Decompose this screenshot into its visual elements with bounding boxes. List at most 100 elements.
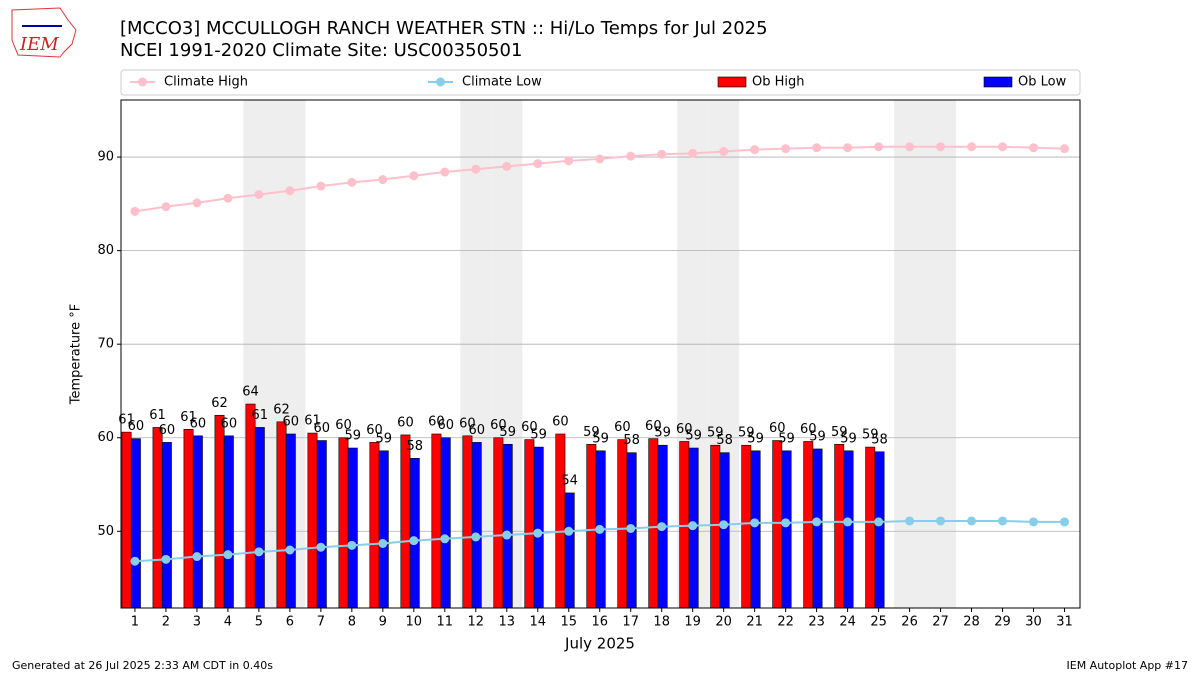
bar: [378, 450, 389, 609]
point: [130, 206, 140, 216]
data-label: 59: [840, 431, 857, 446]
plot-frame: [120, 99, 1081, 609]
bar: [152, 427, 163, 609]
y-tick-label: 80: [97, 243, 114, 258]
bar: [617, 439, 628, 609]
point: [471, 532, 481, 542]
point: [223, 193, 233, 203]
data-label: 60: [159, 423, 176, 438]
bar: [316, 440, 327, 609]
point: [161, 202, 171, 212]
x-tick-label: 31: [1056, 615, 1073, 630]
data-label: 60: [428, 414, 445, 429]
point: [285, 545, 295, 555]
bar: [865, 446, 876, 609]
x-tick-label: 9: [379, 615, 387, 630]
bar: [223, 435, 234, 609]
bar: [409, 458, 420, 609]
data-label: 60: [437, 418, 454, 433]
point: [347, 540, 357, 550]
point: [998, 142, 1008, 152]
logo-outline: [11, 7, 77, 58]
x-tick-label: 21: [746, 615, 763, 630]
point: [564, 526, 574, 536]
point: [812, 143, 822, 153]
x-tick-label: 25: [870, 615, 887, 630]
data-label: 60: [645, 419, 662, 434]
data-label: 60: [366, 423, 383, 438]
x-tick-label: 19: [684, 615, 701, 630]
point: [378, 175, 388, 185]
x-tick-label: 15: [560, 615, 577, 630]
data-label: 62: [211, 396, 228, 411]
legend-label: Climate Low: [462, 75, 542, 90]
x-tick-label: 4: [224, 615, 232, 630]
point: [936, 516, 946, 526]
x-tick-label: 28: [963, 615, 980, 630]
logo-text: IEM: [19, 34, 59, 55]
data-label: 59: [499, 425, 516, 440]
legend-box: [120, 69, 1081, 96]
y-tick-label: 50: [97, 524, 114, 539]
x-tick-label: 27: [932, 615, 949, 630]
data-label: 60: [468, 423, 485, 438]
point: [1029, 517, 1039, 527]
x-tick-label: 13: [498, 615, 515, 630]
data-label: 59: [738, 426, 755, 441]
x-tick-label: 20: [715, 615, 732, 630]
x-tick-label: 12: [468, 615, 485, 630]
point: [471, 164, 481, 174]
y-tick-label: 90: [97, 150, 114, 165]
data-label: 59: [344, 429, 361, 444]
data-label: 60: [314, 421, 331, 436]
point: [378, 538, 388, 548]
point: [626, 151, 636, 161]
data-label: 59: [583, 425, 600, 440]
point: [874, 517, 884, 527]
weekend-band: [925, 100, 957, 608]
bar: [502, 443, 513, 609]
x-tick-label: 2: [162, 615, 170, 630]
bar: [192, 435, 203, 609]
footer-left: Generated at 26 Jul 2025 2:33 AM CDT in …: [12, 659, 273, 672]
point: [967, 142, 977, 152]
legend-swatch: [436, 77, 445, 87]
x-tick-label: 26: [901, 615, 918, 630]
data-label: 59: [592, 431, 609, 446]
x-tick-label: 18: [653, 615, 670, 630]
bar: [307, 432, 318, 609]
x-tick-label: 17: [622, 615, 639, 630]
data-label: 59: [654, 426, 671, 441]
point: [285, 186, 295, 196]
data-label: 60: [769, 421, 786, 436]
point: [502, 530, 512, 540]
data-label: 60: [397, 415, 414, 430]
data-label: 60: [283, 414, 300, 429]
point: [192, 198, 202, 208]
data-label: 59: [778, 431, 795, 446]
x-tick-label: 7: [317, 615, 325, 630]
data-label: 60: [676, 422, 693, 437]
point: [781, 518, 791, 528]
point: [533, 159, 543, 169]
point: [254, 547, 264, 557]
point: [750, 145, 760, 155]
data-label: 64: [242, 385, 259, 400]
legend-swatch: [983, 76, 1013, 88]
point: [688, 521, 698, 531]
x-axis-label: July 2025: [564, 635, 635, 653]
x-tick-label: 29: [994, 615, 1011, 630]
point: [1060, 144, 1070, 154]
point: [657, 149, 667, 159]
x-tick-label: 10: [406, 615, 423, 630]
point: [223, 550, 233, 560]
legend-label: Ob High: [752, 75, 805, 90]
bar: [285, 433, 296, 609]
x-tick-label: 6: [286, 615, 294, 630]
point: [316, 181, 326, 191]
point: [719, 146, 729, 156]
point: [595, 524, 605, 534]
bar: [440, 437, 451, 609]
x-tick-label: 14: [529, 615, 546, 630]
bar: [710, 444, 721, 609]
